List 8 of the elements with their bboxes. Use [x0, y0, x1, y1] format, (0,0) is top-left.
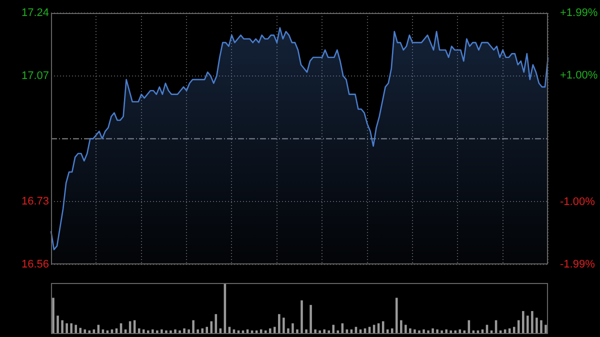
- y-tick-label: 17.07: [21, 70, 49, 82]
- y2-tick-label: +1.00%: [560, 70, 598, 82]
- y-tick-label: 17.24: [21, 7, 49, 20]
- y-tick-label: 16.56: [21, 258, 49, 270]
- y2-tick-label: -1.00%: [560, 196, 596, 208]
- y-tick-label: 16.73: [21, 196, 49, 208]
- y2-tick-label: -1.99%: [560, 258, 596, 270]
- y2-tick-label: +1.99%: [560, 7, 598, 20]
